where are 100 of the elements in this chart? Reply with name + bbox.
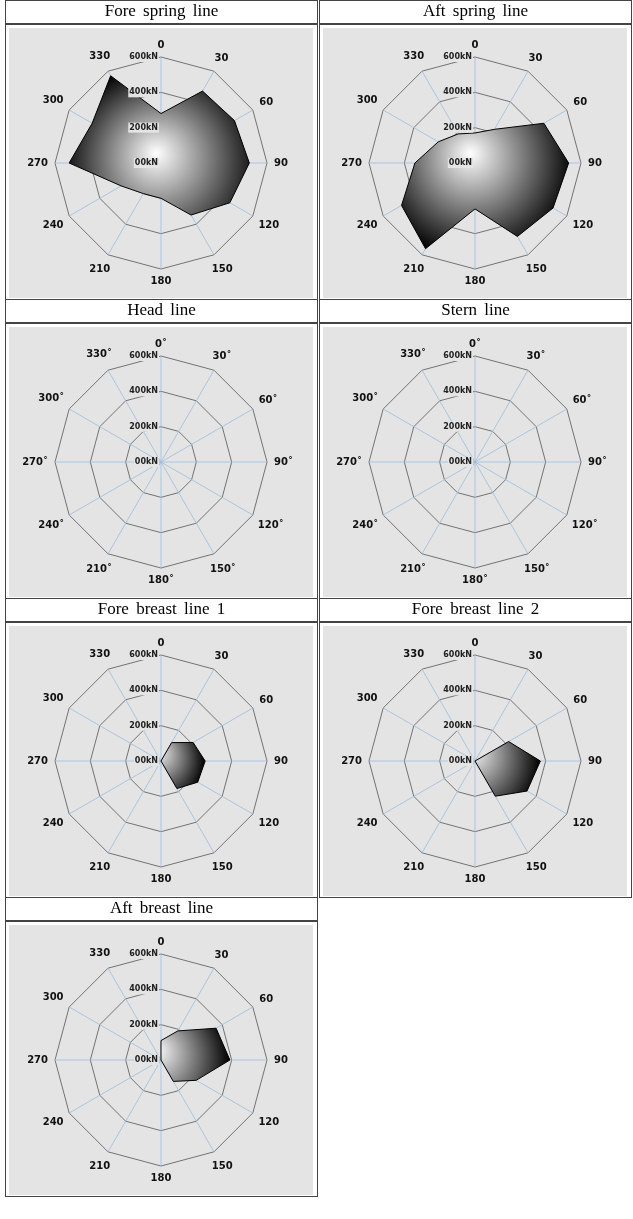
spoke-label: 300˚ — [38, 392, 65, 404]
y-tick-label: 00kN — [134, 457, 158, 467]
y-tick-label: 200kN — [443, 720, 472, 730]
y-tick-label: 400kN — [443, 87, 472, 97]
spoke-label: 0 — [157, 636, 165, 648]
chart-title: Fore breast line 1 — [6, 599, 317, 623]
spoke-label: 210 — [89, 860, 111, 872]
y-tick-label: 00kN — [448, 457, 472, 467]
spoke-label: 210 — [403, 262, 425, 274]
y-tick-label: 600kN — [443, 650, 472, 660]
spoke-label: 180 — [150, 1171, 172, 1183]
y-tick-label: 200kN — [129, 720, 158, 730]
spoke-label: 0˚ — [155, 337, 167, 349]
y-tick-label: 200kN — [443, 122, 472, 132]
spoke-label: 0 — [157, 935, 165, 947]
spoke-label: 330 — [89, 50, 111, 62]
y-tick-label: 600kN — [129, 351, 158, 361]
spoke-label: 300 — [42, 991, 64, 1003]
spoke-label: 60 — [573, 693, 588, 705]
spoke-label: 300˚ — [352, 392, 379, 404]
spoke-label: 180˚ — [148, 573, 174, 585]
spoke-label: 30 — [528, 51, 543, 63]
spoke-label: 330 — [89, 947, 111, 959]
spoke-label: 0 — [471, 636, 479, 648]
spoke-label: 30 — [528, 649, 543, 661]
spoke-label: 180 — [464, 872, 486, 884]
y-tick-label: 400kN — [129, 386, 158, 396]
spoke-label: 30 — [214, 51, 229, 63]
spoke-label: 270 — [341, 156, 363, 168]
spoke-label: 270 — [27, 156, 49, 168]
y-tick-label: 200kN — [129, 421, 158, 431]
spoke-label: 150 — [211, 860, 233, 872]
chart-title: Aft breast line — [6, 898, 317, 922]
spoke-label: 300 — [42, 94, 64, 106]
spoke-label: 180 — [464, 274, 486, 286]
spoke-label: 270 — [341, 754, 363, 766]
spoke-label: 240 — [356, 218, 378, 230]
spoke-label: 90 — [274, 754, 288, 766]
spoke-label: 210˚ — [400, 562, 427, 574]
spoke-label: 330 — [89, 648, 111, 660]
spoke-label: 240˚ — [352, 518, 379, 530]
spoke-label: 90˚ — [588, 455, 607, 467]
spoke-label: 150 — [525, 262, 547, 274]
spoke-label: 120 — [258, 816, 280, 828]
spoke-label: 180 — [150, 274, 172, 286]
spoke-label: 180 — [150, 872, 172, 884]
spoke-label: 30 — [214, 948, 229, 960]
y-tick-label: 600kN — [129, 650, 158, 660]
spoke-label: 300 — [356, 692, 378, 704]
spoke-label: 120˚ — [257, 518, 284, 530]
spoke-label: 60 — [259, 992, 274, 1004]
spoke-label: 300 — [356, 94, 378, 106]
spoke-label: 120 — [258, 218, 280, 230]
spoke-label: 330˚ — [86, 348, 113, 360]
y-tick-label: 600kN — [443, 351, 472, 361]
spoke-label: 330 — [403, 50, 425, 62]
spoke-label: 60 — [573, 95, 588, 107]
spoke-label: 150˚ — [209, 562, 236, 574]
spoke-label: 0 — [471, 38, 479, 50]
spoke-label: 90˚ — [274, 455, 293, 467]
spoke-label: 90 — [274, 156, 288, 168]
y-tick-label: 600kN — [129, 949, 158, 959]
spoke-label: 300 — [42, 692, 64, 704]
spoke-label: 90 — [588, 156, 602, 168]
spoke-label: 270 — [27, 1053, 49, 1065]
y-tick-label: 400kN — [129, 87, 158, 97]
spoke-label: 30 — [214, 649, 229, 661]
spoke-label: 240 — [356, 816, 378, 828]
spoke-label: 120 — [572, 816, 594, 828]
spoke-label: 30˚ — [212, 349, 232, 361]
spoke-label: 150 — [211, 262, 233, 274]
spoke-label: 150 — [525, 860, 547, 872]
chart-title: Fore spring line — [6, 1, 317, 25]
spoke-label: 60 — [259, 693, 274, 705]
y-tick-label: 200kN — [129, 122, 158, 132]
spoke-label: 240 — [42, 1115, 64, 1127]
spoke-label: 270˚ — [336, 455, 362, 467]
spoke-label: 0˚ — [469, 337, 481, 349]
spoke-label: 60 — [259, 95, 274, 107]
spoke-label: 240˚ — [38, 518, 65, 530]
y-tick-label: 600kN — [443, 52, 472, 62]
y-tick-label: 200kN — [443, 421, 472, 431]
spoke-label: 90 — [588, 754, 602, 766]
spoke-label: 210 — [89, 262, 111, 274]
spoke-label: 120 — [258, 1115, 280, 1127]
chart-title: Stern line — [320, 300, 631, 324]
spoke-label: 90 — [274, 1053, 288, 1065]
spoke-label: 120˚ — [571, 518, 598, 530]
chart-title: Head line — [6, 300, 317, 324]
spoke-label: 120 — [572, 218, 594, 230]
chart-title: Aft spring line — [320, 1, 631, 25]
spoke-label: 330˚ — [400, 348, 427, 360]
spoke-label: 240 — [42, 218, 64, 230]
y-tick-label: 400kN — [443, 386, 472, 396]
spoke-label: 270˚ — [22, 455, 48, 467]
y-tick-label: 400kN — [129, 984, 158, 994]
spoke-label: 150 — [211, 1159, 233, 1171]
spoke-label: 60˚ — [572, 393, 592, 405]
spoke-label: 270 — [27, 754, 49, 766]
spoke-label: 180˚ — [462, 573, 488, 585]
